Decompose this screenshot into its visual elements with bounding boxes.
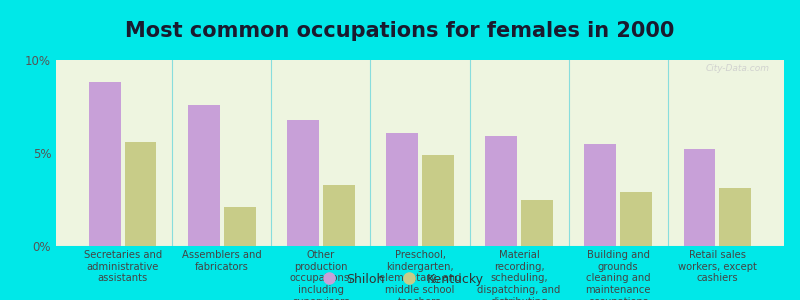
- Bar: [224, 207, 255, 246]
- Bar: [89, 82, 121, 246]
- Text: City-Data.com: City-Data.com: [706, 64, 770, 73]
- Bar: [188, 105, 220, 246]
- Bar: [125, 142, 157, 246]
- Bar: [323, 184, 354, 246]
- Bar: [620, 192, 652, 246]
- Bar: [683, 149, 715, 246]
- Bar: [422, 155, 454, 246]
- Text: Most common occupations for females in 2000: Most common occupations for females in 2…: [126, 21, 674, 41]
- Bar: [287, 119, 319, 246]
- Legend: Shiloh, Kentucky: Shiloh, Kentucky: [311, 268, 489, 291]
- Bar: [486, 136, 517, 246]
- Bar: [521, 200, 553, 246]
- Bar: [585, 144, 616, 246]
- Bar: [386, 133, 418, 246]
- Bar: [719, 188, 751, 246]
